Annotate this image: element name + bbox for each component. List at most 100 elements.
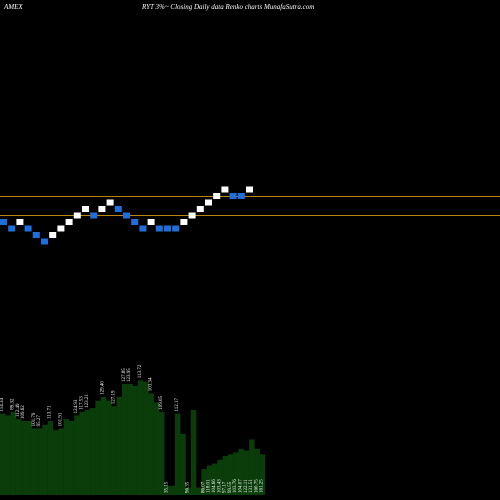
volume-label: 109.05 xyxy=(159,396,164,410)
volume-bar xyxy=(201,469,207,495)
renko-brick-down xyxy=(172,225,180,232)
renko-brick-down xyxy=(90,212,98,219)
renko-brick-down xyxy=(123,212,130,219)
volume-bar xyxy=(153,402,160,495)
renko-brick-down xyxy=(114,206,122,212)
renko-brick-up xyxy=(106,199,114,206)
volume-bar xyxy=(84,409,91,495)
volume-label: 101.79 xyxy=(32,412,37,426)
volume-bar xyxy=(127,384,133,495)
renko-brick-up xyxy=(213,193,221,199)
volume-bar xyxy=(58,428,64,495)
renko-brick-down xyxy=(164,225,171,232)
renko-brick-down xyxy=(229,193,237,199)
volume-bar xyxy=(217,459,223,495)
reference-lines xyxy=(0,196,500,216)
volume-bar xyxy=(143,382,149,495)
volume-bar xyxy=(63,419,70,495)
volume-label: 95.27 xyxy=(37,415,42,427)
volume-low-label: 35.15 xyxy=(164,481,169,493)
volume-low-label: 86.07 xyxy=(201,481,206,493)
volume-bar xyxy=(259,454,266,495)
renko-brick-down xyxy=(8,225,16,232)
volume-bar xyxy=(95,400,101,495)
volume-label: 117.53 xyxy=(80,396,85,410)
volume-bar xyxy=(180,433,186,495)
volume-bar xyxy=(106,400,112,495)
chart-title: RYT 3%~ Closing Daily data Renko charts … xyxy=(141,3,314,11)
renko-brick-up xyxy=(16,219,24,225)
volume-bar xyxy=(249,439,255,495)
volume-label: 112.49 xyxy=(16,403,21,417)
volume-label: 101.91 xyxy=(58,412,63,426)
volume-bar xyxy=(15,419,22,495)
volume-low-label: 118.01 xyxy=(207,479,212,493)
renko-brick-up xyxy=(205,199,212,206)
volume-bar xyxy=(159,411,165,496)
volume-label: 112.17 xyxy=(175,398,180,412)
volume-low-label: 161.25 xyxy=(260,479,265,493)
renko-bricks xyxy=(0,186,253,245)
volume-bar xyxy=(121,384,128,495)
renko-brick-up xyxy=(98,206,106,212)
volume-low-label: 96.35 xyxy=(186,481,191,493)
volume-bar xyxy=(31,428,38,495)
volume-bar xyxy=(21,421,27,495)
volume-bar xyxy=(111,406,117,495)
volume-label: 89.32 xyxy=(11,398,16,410)
volume-low-label: 103.43 xyxy=(217,479,222,493)
volume-bar xyxy=(68,421,75,495)
volume-bar xyxy=(206,465,213,495)
volume-label: 113.72 xyxy=(138,364,143,378)
volume-bar xyxy=(79,411,85,496)
volume-bar xyxy=(42,424,48,495)
renko-brick-up xyxy=(73,212,81,219)
volume-bar xyxy=(227,454,234,495)
renko-brick-up xyxy=(49,232,57,238)
volume-bar xyxy=(53,430,59,496)
volume-bar xyxy=(243,450,250,495)
renko-brick-up xyxy=(57,225,65,232)
volume-label: 127.85 xyxy=(122,368,127,382)
renko-brick-down xyxy=(139,225,147,232)
volume-bar xyxy=(233,452,239,495)
renko-brick-up xyxy=(221,186,229,193)
volume-label: 123.95 xyxy=(127,368,132,382)
volume-low-label: 104.07 xyxy=(239,479,244,493)
volume-label: 109.62 xyxy=(21,405,26,419)
volume-low-label: 160.75 xyxy=(254,479,259,493)
renko-brick-down xyxy=(41,238,48,245)
renko-brick-down xyxy=(0,219,7,225)
volume-bar xyxy=(116,396,123,495)
volume-low-label: 99.55 xyxy=(228,481,233,493)
volume-bar xyxy=(100,396,107,495)
volume-bar xyxy=(90,408,96,496)
renko-brick-up xyxy=(246,186,253,193)
volume-low-label: 103.76 xyxy=(233,479,238,493)
volume-bar xyxy=(26,421,32,495)
renko-brick-down xyxy=(131,219,139,225)
volume-bar xyxy=(238,448,244,496)
renko-brick-down xyxy=(237,193,245,199)
renko-brick-up xyxy=(196,206,204,212)
renko-brick-up xyxy=(82,206,89,212)
renko-brick-up xyxy=(65,219,73,225)
volume-label: 127.19 xyxy=(111,390,116,404)
volume-label: 129.40 xyxy=(101,381,106,395)
volume-bar xyxy=(254,448,260,496)
renko-brick-down xyxy=(155,225,163,232)
volume-bar xyxy=(190,409,197,495)
renko-brick-down xyxy=(24,225,32,232)
volume-bar xyxy=(5,415,11,495)
volume-bar xyxy=(137,380,144,495)
volume-bar xyxy=(196,487,202,495)
volume-bar xyxy=(10,411,17,496)
renko-brick-up xyxy=(147,219,155,225)
exchange-label: AMEX xyxy=(3,3,23,11)
volume-bar xyxy=(169,485,176,496)
volume-bar xyxy=(132,385,138,496)
volume-bar xyxy=(222,456,229,495)
volume-bars: 114.34 89.32 112.49 109.62 101.79 95.27 113.71… xyxy=(0,364,266,496)
renko-brick-up xyxy=(180,219,188,225)
